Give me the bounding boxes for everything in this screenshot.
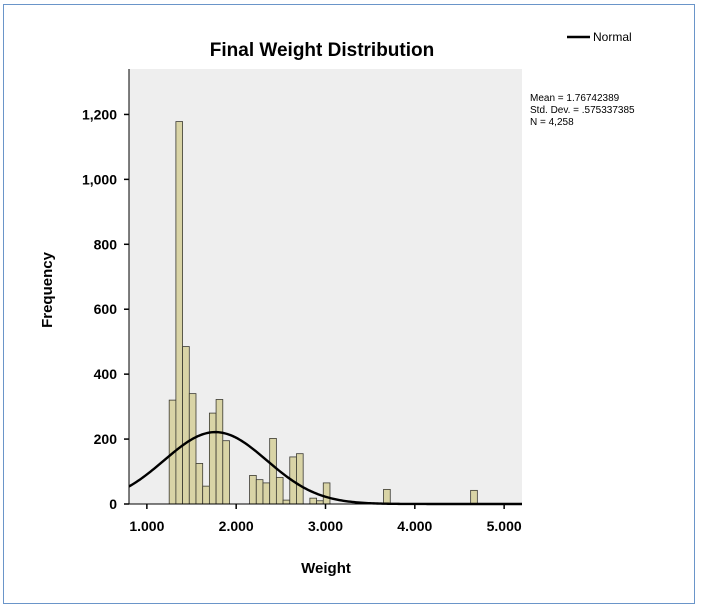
histogram-bar — [249, 475, 257, 505]
histogram-bar — [215, 399, 224, 505]
histogram-bar — [262, 482, 271, 505]
x-tick-label: 3.000 — [308, 518, 343, 534]
x-tick-label: 1.000 — [129, 518, 164, 534]
stats-n: N = 4,258 — [530, 117, 574, 128]
y-tick-label: 800 — [94, 236, 118, 252]
axes — [124, 69, 522, 509]
legend: Normal — [567, 30, 632, 44]
histogram-bar — [202, 485, 210, 505]
x-tick-label: 5.000 — [487, 518, 522, 534]
x-tick-label: 2.000 — [219, 518, 254, 534]
histogram-bar — [383, 488, 391, 505]
histogram-bar — [269, 438, 277, 505]
histogram-bar — [282, 499, 291, 505]
histogram-bar — [470, 489, 478, 505]
y-axis-title: Frequency — [39, 251, 56, 328]
histogram-bar — [182, 346, 190, 505]
tick-labels: 0 200 400 600 800 1,000 1,200 1.000 2.000 3.000 4.… — [82, 106, 522, 534]
x-tick-label: 4.000 — [397, 518, 432, 534]
stats-mean: Mean = 1.76742389 — [530, 93, 620, 104]
stats-box: Mean = 1.76742389 Std. Dev. = .575337385… — [530, 93, 635, 128]
histogram-bar — [275, 476, 284, 505]
y-tick-label: 1,000 — [82, 171, 117, 187]
histogram-bar — [195, 463, 204, 505]
y-tick-label: 200 — [94, 431, 118, 447]
legend-label-normal: Normal — [593, 30, 632, 44]
stats-std-dev: Std. Dev. = .575337385 — [530, 105, 635, 116]
y-tick-label: 400 — [94, 366, 118, 382]
histogram-bar — [322, 482, 331, 505]
histogram-bar — [296, 453, 304, 505]
histogram-bar — [188, 393, 197, 505]
histogram-bar — [222, 440, 230, 505]
histogram-bar — [255, 479, 264, 505]
y-tick-label: 0 — [109, 496, 117, 512]
histogram-bar — [309, 497, 317, 505]
y-tick-label: 600 — [94, 301, 118, 317]
histogram-bar — [208, 412, 217, 505]
chart-title: Final Weight Distribution — [210, 40, 434, 61]
x-axis-title: Weight — [301, 560, 351, 577]
y-tick-label: 1,200 — [82, 106, 117, 122]
